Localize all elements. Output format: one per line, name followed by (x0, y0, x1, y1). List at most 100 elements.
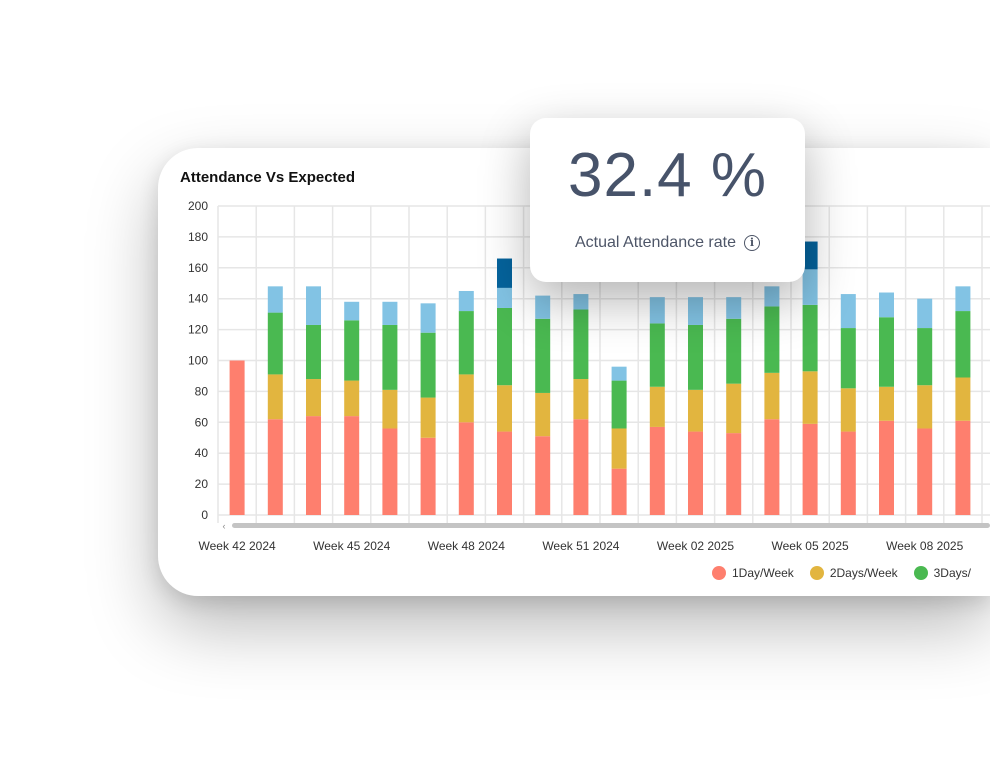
bar-segment-4[interactable] (840, 294, 856, 329)
bar-segment-1[interactable] (840, 431, 856, 515)
bar-segment-1[interactable] (649, 426, 665, 515)
bar-segment-4[interactable] (344, 301, 360, 321)
bar-segment-1[interactable] (267, 419, 283, 515)
bar-segment-3[interactable] (535, 318, 551, 393)
y-tick-label: 200 (188, 199, 208, 213)
legend-item-3days[interactable]: 3Days/ (913, 566, 971, 580)
bar-segment-4[interactable] (573, 294, 589, 310)
bar-segment-4[interactable] (420, 303, 436, 333)
bar-segment-2[interactable] (917, 385, 933, 429)
bar-segment-1[interactable] (573, 419, 589, 515)
bar-segment-4[interactable] (802, 269, 818, 305)
bar-segment-3[interactable] (879, 317, 894, 387)
bar-segment-1[interactable] (879, 420, 894, 515)
bar-segment-4[interactable] (879, 292, 894, 318)
attendance-rate-value: 32.4 % (567, 141, 768, 210)
bar-segment-2[interactable] (802, 371, 818, 424)
bar-segment-3[interactable] (382, 324, 398, 390)
scroll-left-arrow-icon[interactable]: ‹ (223, 521, 226, 531)
bar-segment-2[interactable] (649, 386, 665, 427)
horizontal-scrollbar[interactable] (232, 523, 990, 528)
bar-segment-2[interactable] (573, 379, 589, 420)
bar-segment-4[interactable] (917, 298, 933, 329)
bar-segment-4[interactable] (382, 301, 398, 325)
bar-segment-1[interactable] (344, 416, 360, 515)
bar-segment-1[interactable] (306, 416, 321, 515)
bar-segment-2[interactable] (840, 388, 856, 432)
bar-segment-1[interactable] (955, 420, 971, 515)
y-tick-label: 80 (195, 384, 209, 398)
bar-segment-1[interactable] (726, 433, 742, 515)
legend-item-1day[interactable]: 1Day/Week (712, 566, 794, 580)
bar-segment-3[interactable] (458, 311, 474, 375)
bar-segment-1[interactable] (458, 422, 474, 515)
bar-segment-5[interactable] (802, 241, 818, 270)
y-tick-label: 60 (195, 415, 209, 429)
bar-segment-2[interactable] (726, 383, 742, 434)
bar-segment-4[interactable] (306, 286, 321, 325)
bar-segment-4[interactable] (764, 286, 780, 307)
bar-segment-1[interactable] (688, 431, 703, 515)
bar-segment-4[interactable] (955, 286, 971, 312)
bar-segment-2[interactable] (267, 374, 283, 420)
bar-segment-3[interactable] (917, 328, 933, 386)
bar-segment-2[interactable] (306, 379, 321, 417)
bar-segment-1[interactable] (917, 428, 933, 515)
bar-segment-2[interactable] (879, 386, 894, 421)
legend-item-2days[interactable]: 2Days/Week (809, 566, 898, 580)
bar-segment-3[interactable] (649, 323, 665, 387)
bar-segment-3[interactable] (573, 309, 589, 380)
bar-segment-1[interactable] (229, 360, 245, 516)
bar-segment-3[interactable] (764, 306, 780, 373)
bar-segment-4[interactable] (458, 290, 474, 312)
bar-segment-1[interactable] (497, 431, 512, 515)
bar-segment-3[interactable] (420, 332, 436, 398)
bar-segment-3[interactable] (955, 311, 971, 378)
legend-label: 2Days/Week (829, 566, 898, 580)
bar-segment-3[interactable] (344, 320, 360, 381)
bar-segment-1[interactable] (764, 419, 780, 515)
x-tick-label: Week 08 2025 (886, 539, 963, 553)
bar-segment-4[interactable] (535, 295, 551, 319)
bar-segment-3[interactable] (726, 318, 742, 384)
bar-segment-2[interactable] (764, 372, 780, 420)
bar-segment-2[interactable] (688, 389, 703, 432)
bar-segment-1[interactable] (420, 437, 436, 515)
attendance-rate-label: Actual Attendance rate i (530, 234, 805, 252)
bar-segment-1[interactable] (611, 468, 627, 515)
y-tick-label: 20 (195, 477, 209, 491)
bar-segment-3[interactable] (306, 324, 321, 380)
bar-segment-4[interactable] (497, 287, 512, 308)
bar-segment-4[interactable] (688, 297, 703, 325)
y-tick-label: 100 (188, 354, 208, 368)
y-tick-label: 180 (188, 230, 208, 244)
bar-segment-1[interactable] (535, 436, 551, 515)
bar-segment-3[interactable] (802, 304, 818, 372)
bar-segment-3[interactable] (611, 380, 627, 429)
bar-segment-2[interactable] (611, 428, 627, 469)
bar-segment-1[interactable] (802, 423, 818, 515)
bar-segment-3[interactable] (267, 312, 283, 375)
bar-segment-3[interactable] (497, 307, 512, 386)
bar-segment-2[interactable] (535, 392, 551, 437)
x-tick-label: Week 05 2025 (772, 539, 849, 553)
bar-segment-2[interactable] (497, 385, 512, 432)
bar-segment-2[interactable] (344, 380, 360, 417)
bar-segment-2[interactable] (382, 389, 398, 429)
bar-segment-5[interactable] (497, 258, 512, 288)
x-tick-label: Week 48 2024 (428, 539, 505, 553)
bar-segment-4[interactable] (267, 286, 283, 313)
info-icon[interactable]: i (744, 235, 760, 251)
bar-segment-3[interactable] (688, 324, 703, 390)
bar-segment-2[interactable] (955, 377, 971, 421)
bar-segment-2[interactable] (420, 397, 436, 438)
bar-segment-4[interactable] (611, 366, 627, 381)
x-tick-label: Week 02 2025 (657, 539, 734, 553)
bar-segment-4[interactable] (649, 297, 665, 324)
y-tick-label: 160 (188, 261, 208, 275)
bar-segment-1[interactable] (382, 428, 398, 515)
bar-segment-3[interactable] (840, 328, 856, 389)
y-tick-label: 140 (188, 292, 208, 306)
bar-segment-4[interactable] (726, 297, 742, 319)
bar-segment-2[interactable] (458, 374, 474, 423)
